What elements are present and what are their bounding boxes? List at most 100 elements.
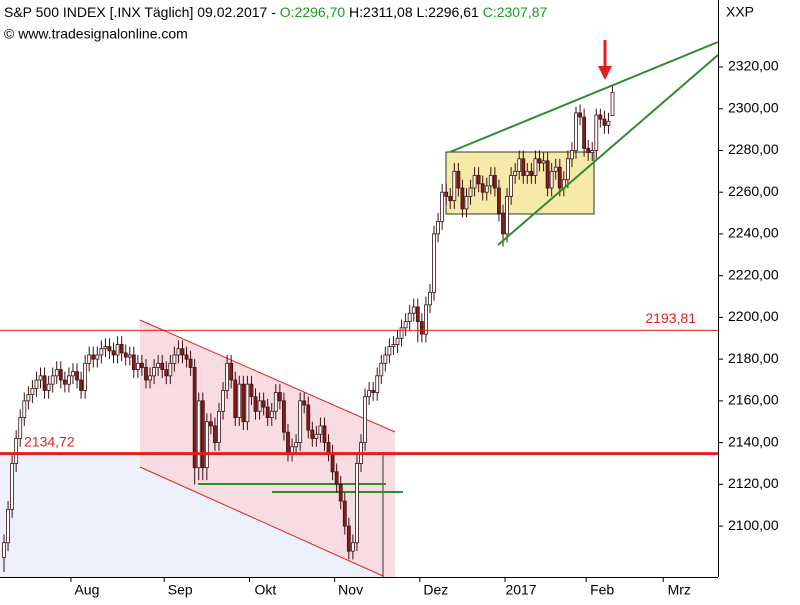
candle-body bbox=[505, 195, 509, 235]
candle-body bbox=[196, 400, 201, 469]
y-tick-label: 2140,00 bbox=[728, 433, 779, 449]
candle-body bbox=[38, 375, 43, 381]
level-label: 2134,72 bbox=[24, 433, 75, 449]
candle-body bbox=[342, 500, 347, 527]
candle-body bbox=[375, 375, 380, 393]
candle-body bbox=[253, 396, 258, 412]
candle-body bbox=[521, 158, 526, 176]
title: S&P 500 INDEX [.INX Täglich] 09.02.2017 … bbox=[4, 4, 276, 20]
candle-body bbox=[310, 429, 315, 439]
candle-body bbox=[107, 346, 112, 352]
y-tick-label: 2280,00 bbox=[728, 141, 779, 157]
candle-body bbox=[338, 483, 343, 502]
candle-body bbox=[245, 383, 250, 423]
candle-body bbox=[480, 183, 485, 193]
candle-body bbox=[42, 375, 47, 391]
candle-body bbox=[570, 150, 574, 160]
candle-body bbox=[204, 421, 209, 469]
candle-body bbox=[346, 525, 351, 552]
symbol: XXP bbox=[726, 4, 754, 20]
candle-body bbox=[525, 170, 530, 176]
candle-body bbox=[249, 383, 254, 398]
candle-body bbox=[225, 362, 230, 391]
candle-body bbox=[610, 91, 615, 117]
candle-body bbox=[2, 542, 6, 558]
candle-body bbox=[302, 400, 307, 406]
x-tick-label: Aug bbox=[74, 582, 99, 598]
close-label: C:2307,87 bbox=[483, 4, 548, 20]
candle-body bbox=[350, 542, 355, 552]
candle-body bbox=[241, 383, 246, 423]
candle-body bbox=[58, 369, 63, 381]
low-label: L:2296,61 bbox=[417, 4, 479, 20]
candle-body bbox=[34, 379, 39, 389]
candle-body bbox=[26, 394, 31, 402]
candle-body bbox=[67, 375, 71, 385]
y-tick-label: 2100,00 bbox=[728, 517, 779, 533]
candle-body bbox=[415, 306, 420, 322]
y-tick-label: 2240,00 bbox=[728, 225, 779, 241]
x-tick-label: Mrz bbox=[668, 582, 691, 598]
candle-body bbox=[399, 327, 404, 339]
candle-body bbox=[586, 147, 591, 153]
candle-body bbox=[594, 114, 599, 151]
y-tick-label: 2200,00 bbox=[728, 308, 779, 324]
candle-body bbox=[10, 463, 15, 510]
candle-body bbox=[298, 400, 303, 444]
candle-body bbox=[54, 369, 59, 377]
candle-body bbox=[334, 471, 339, 485]
candle-body bbox=[432, 233, 436, 293]
candle-body bbox=[557, 166, 562, 189]
x-tick-label: Okt bbox=[255, 582, 277, 598]
candle-body bbox=[164, 369, 169, 377]
candle-body bbox=[403, 321, 408, 329]
candle-body bbox=[330, 452, 335, 473]
candle-body bbox=[549, 170, 554, 189]
candle-body bbox=[180, 348, 185, 356]
channel-upper bbox=[139, 319, 396, 433]
candle-body bbox=[367, 390, 372, 398]
candle-body bbox=[598, 114, 603, 120]
copyright: © www.tradesignalonline.com bbox=[4, 26, 188, 42]
open-label: O:2296,70 bbox=[280, 4, 346, 20]
candle-body bbox=[111, 350, 116, 356]
y-tick-label: 2320,00 bbox=[728, 58, 779, 74]
candle-body bbox=[221, 390, 225, 412]
candle-body bbox=[208, 421, 213, 427]
y-tick-label: 2160,00 bbox=[728, 392, 779, 408]
candle-body bbox=[488, 175, 493, 187]
candle-body bbox=[115, 344, 120, 356]
candle-body bbox=[565, 158, 570, 181]
candle-body bbox=[257, 400, 262, 412]
candle-body bbox=[95, 354, 100, 360]
candle-body bbox=[517, 158, 522, 172]
candle-body bbox=[391, 344, 396, 348]
candle-body bbox=[269, 410, 274, 418]
candle-body bbox=[22, 400, 27, 418]
candle-body bbox=[590, 150, 595, 153]
x-tick-label: 2017 bbox=[505, 582, 536, 598]
candle-body bbox=[261, 400, 266, 408]
candle-body bbox=[83, 362, 88, 391]
candle-body bbox=[156, 362, 161, 368]
y-tick-label: 2180,00 bbox=[728, 350, 779, 366]
candle-body bbox=[277, 392, 282, 402]
candle-body bbox=[144, 367, 148, 381]
candle-body bbox=[127, 354, 132, 358]
candle-body bbox=[537, 158, 542, 164]
candle-body bbox=[18, 417, 23, 439]
candle-body bbox=[200, 400, 205, 469]
candle-body bbox=[424, 304, 428, 335]
candle-body bbox=[229, 362, 234, 381]
high-label: H:2311,08 bbox=[349, 4, 413, 20]
candle-body bbox=[501, 212, 505, 235]
candle-body bbox=[574, 112, 578, 151]
candle-body bbox=[6, 508, 10, 544]
candle-body bbox=[363, 396, 367, 444]
candle-body bbox=[383, 354, 388, 364]
candle-body bbox=[75, 371, 79, 381]
candle-body bbox=[355, 463, 359, 544]
candle-body bbox=[184, 354, 189, 360]
